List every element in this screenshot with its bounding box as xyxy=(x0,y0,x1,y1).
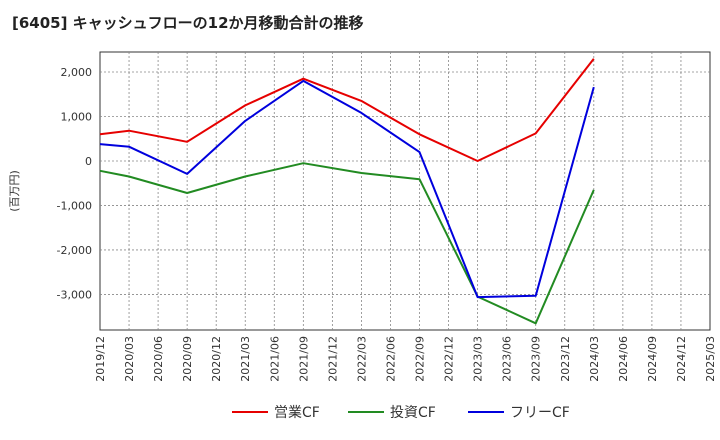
chart-title: [6405] キャッシュフローの12か月移動合計の推移 xyxy=(12,14,364,32)
x-tick-label: 2023/09 xyxy=(530,336,543,382)
x-tick-label: 2024/06 xyxy=(617,336,630,382)
x-ticks: 2019/12 2020/03 2020/06 2020/09 2020/12 2021/… xyxy=(94,336,717,382)
x-tick-label: 2022/06 xyxy=(384,336,397,382)
legend-label: 投資CF xyxy=(390,405,436,421)
x-tick-label: 2021/12 xyxy=(326,336,339,382)
legend-label: フリーCF xyxy=(510,405,570,421)
x-tick-label: 2022/09 xyxy=(414,336,427,382)
series-lines xyxy=(99,58,595,325)
x-tick-label: 2021/06 xyxy=(268,336,281,382)
x-tick-label: 2021/09 xyxy=(297,336,310,382)
legend: 営業CF 投資CF フリーCF xyxy=(232,405,570,421)
x-tick-label: 2024/03 xyxy=(588,336,601,382)
y-tick-label: -1,000 xyxy=(57,199,92,212)
y-ticks: 2,000 1,000 0 -1,000 -2,000 -3,000 xyxy=(57,66,92,301)
x-tick-label: 2022/12 xyxy=(443,336,456,382)
y-tick-label: 1,000 xyxy=(61,110,93,123)
series-line xyxy=(99,58,595,162)
x-tick-label: 2019/12 xyxy=(94,336,107,382)
x-tick-label: 2020/03 xyxy=(123,336,136,382)
plot-area xyxy=(99,51,711,331)
x-tick-label: 2022/03 xyxy=(355,336,368,382)
x-tick-label: 2021/03 xyxy=(239,336,252,382)
y-tick-label: -2,000 xyxy=(57,244,92,257)
series-line xyxy=(99,79,595,299)
series-line xyxy=(99,162,595,325)
legend-label: 営業CF xyxy=(274,405,320,421)
x-tick-label: 2024/09 xyxy=(646,336,659,382)
x-tick-label: 2025/03 xyxy=(704,336,717,382)
x-tick-label: 2020/12 xyxy=(210,336,223,382)
y-tick-label: -3,000 xyxy=(57,288,92,301)
grid-y xyxy=(100,71,710,295)
x-tick-label: 2023/06 xyxy=(501,336,514,382)
x-tick-label: 2023/03 xyxy=(472,336,485,382)
x-tick-label: 2020/09 xyxy=(181,336,194,382)
x-tick-label: 2020/06 xyxy=(152,336,165,382)
x-tick-label: 2023/12 xyxy=(559,336,572,382)
y-tick-label: 0 xyxy=(85,155,92,168)
x-tick-label: 2024/12 xyxy=(675,336,688,382)
y-axis-label: (百万円) xyxy=(8,170,21,212)
y-tick-label: 2,000 xyxy=(61,66,93,79)
